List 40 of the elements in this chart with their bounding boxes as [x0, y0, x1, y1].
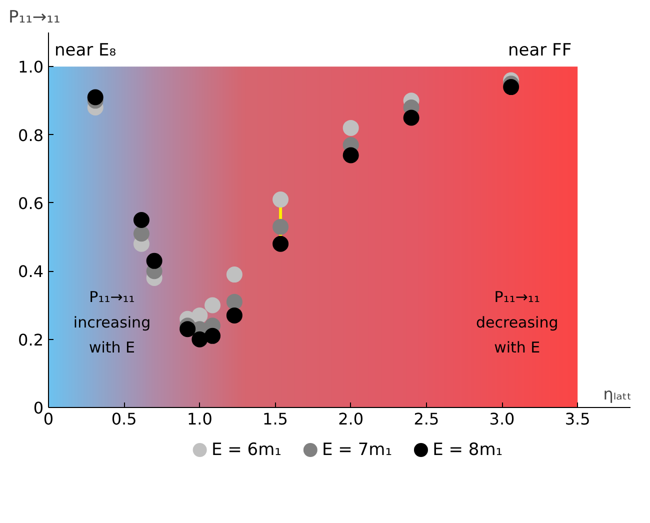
- y-tick-label: 0.8: [18, 126, 44, 145]
- point: [342, 147, 359, 164]
- point: [192, 331, 208, 348]
- point: [133, 212, 150, 228]
- point: [226, 294, 242, 310]
- legend-label: E = 7m₁: [322, 440, 392, 460]
- annotation: P₁₁→₁₁ decreasing with E: [476, 288, 558, 356]
- x-axis-title: ηₗₐₜₜ: [603, 384, 632, 404]
- x-tick-label: 3.5: [564, 410, 590, 428]
- point: [272, 236, 289, 252]
- x-tick-label: 3.0: [489, 410, 515, 428]
- annotation: P₁₁→₁₁ increasing with E: [73, 288, 151, 356]
- point: [342, 120, 359, 136]
- y-tick-label: 0.4: [18, 262, 44, 282]
- point: [272, 192, 289, 208]
- point: [192, 307, 208, 324]
- point: [204, 297, 221, 314]
- point: [146, 252, 162, 269]
- y-tick-label: 0.6: [18, 194, 44, 213]
- annotation: near E₈: [54, 40, 116, 61]
- point: [133, 226, 150, 242]
- point: [204, 328, 221, 344]
- y-axis-title: P₁₁→₁₁: [8, 8, 60, 28]
- x-tick-label: 2.0: [338, 410, 364, 428]
- x-tick-label: 1.0: [186, 410, 212, 428]
- legend-label: E = 8m₁: [432, 440, 503, 460]
- point: [87, 89, 104, 106]
- point: [503, 79, 520, 96]
- x-tick-label: 1.5: [262, 410, 288, 428]
- point: [403, 110, 420, 126]
- annotation: near FF: [508, 40, 572, 61]
- point: [226, 266, 242, 283]
- x-tick-label: 2.5: [414, 410, 440, 428]
- y-tick-label: 1.0: [18, 58, 44, 77]
- point: [272, 218, 289, 235]
- point: [226, 307, 242, 324]
- legend-label: E = 6m₁: [211, 440, 282, 460]
- y-tick-label: 0.2: [18, 330, 44, 350]
- point: [180, 321, 196, 338]
- x-tick-label: 0.5: [111, 410, 137, 428]
